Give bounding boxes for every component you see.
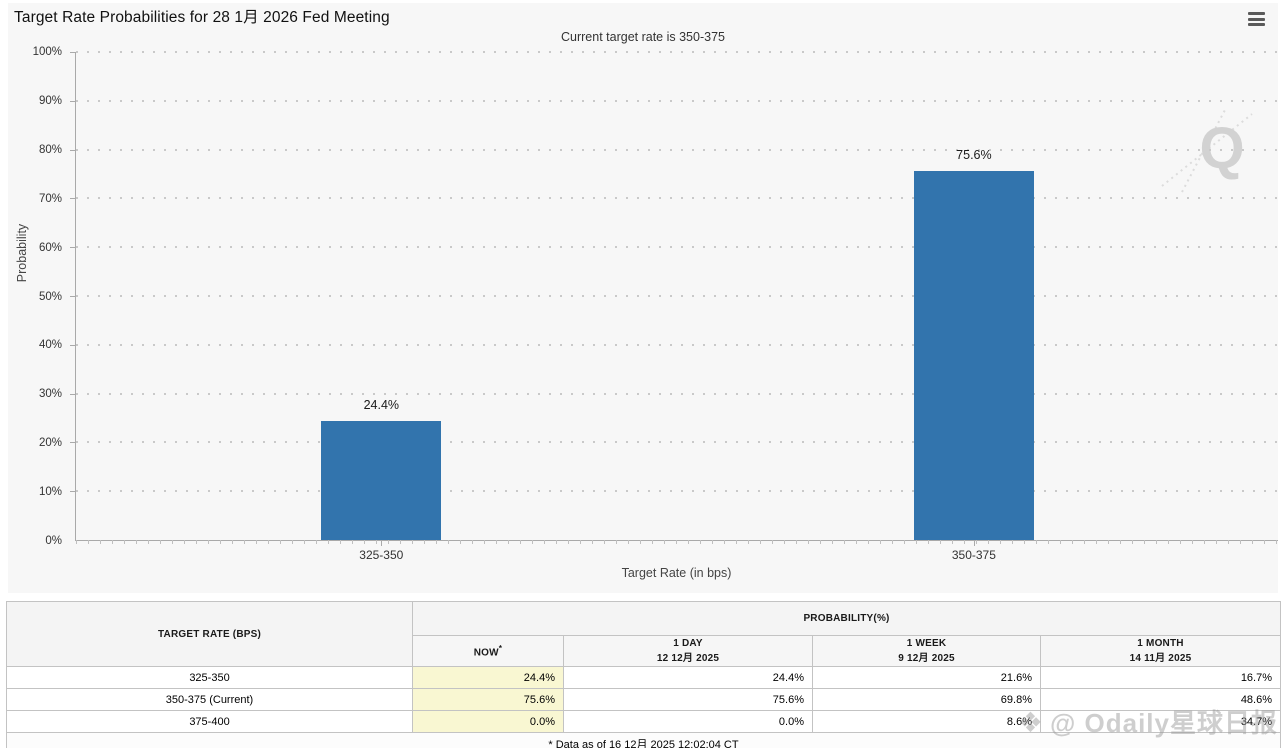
y-tick [70,344,76,346]
gridline [76,295,1278,297]
table-row-375-400: 375-400 0.0% 0.0% 8.6% 34.7% [6,710,1282,733]
col-header-now: NOW* [412,635,564,667]
data-as-of-footnote: * Data as of 16 12月 2025 12:02:04 CT [5,732,1282,748]
x-axis-title: Target Rate (in bps) [621,566,732,580]
y-tick [70,442,76,444]
gridline [76,392,1278,395]
chart-title: Target Rate Probabilities for 28 1月 2026… [14,9,390,26]
x-axis-minor-ticks [76,540,1278,544]
y-tick-label: 90% [38,94,62,107]
chart-subtitle: Current target rate is 350-375 [561,30,725,44]
hamburger-menu-icon[interactable] [1246,9,1268,29]
week-value: 8.6% [812,710,1041,733]
week-value: 21.6% [812,666,1041,689]
y-tick-label: 0% [45,535,62,547]
table-footnote-row: * Data as of 16 12月 2025 12:02:04 CT [5,732,1282,748]
y-tick [70,247,76,249]
y-tick-label: 50% [38,290,62,303]
gridline [76,490,1278,493]
y-axis-labels: 0% 10% 20% 30% 40% 50% 60% 70% 80% 90% 100% [30,46,70,547]
y-tick-label: 80% [38,143,62,156]
col-header-1week: 1 WEEK 9 12月 2025 [812,635,1041,667]
y-tick-label: 30% [38,388,62,401]
y-tick-label: 10% [38,486,62,499]
rate-cell: 350-375 (Current) [6,688,413,711]
day-value: 24.4% [563,666,813,689]
week-value: 69.8% [812,688,1041,711]
bar-350-375 [913,171,1034,540]
rate-cell: 375-400 [6,710,413,733]
gridline [76,197,1278,200]
y-tick-label: 20% [38,437,62,450]
probability-table: TARGET RATE (BPS) PROBABILITY(%) NOW* 1 … [5,601,1282,748]
table-row-325-350: 325-350 24.4% 24.4% 21.6% 16.7% [6,666,1282,689]
day-value: 0.0% [563,710,813,733]
now-value: 0.0% [412,710,564,733]
gridline [76,99,1278,102]
y-tick-label: 60% [38,241,62,254]
month-value: 16.7% [1039,666,1282,689]
gridline [76,148,1278,151]
now-asterisk: * [498,643,503,654]
chart-panel: Target Rate Probabilities for 28 1月 2026… [8,3,1278,593]
y-tick-label: 70% [38,192,62,205]
table-header-row-1: TARGET RATE (BPS) PROBABILITY(%) [6,601,1282,667]
y-axis-title: Probability [15,223,29,283]
now-value: 24.4% [412,666,564,689]
col-header-probability: PROBABILITY(%) [411,601,1282,636]
x-tick [973,540,975,546]
y-tick-label: 40% [38,339,62,352]
gridline [76,343,1278,346]
gridline [76,51,1278,53]
y-tick [70,100,76,102]
x-tick [381,540,383,546]
bar-value-label: 24.4% [363,397,400,412]
rate-cell: 325-350 [6,666,413,689]
now-value: 75.6% [412,688,564,711]
x-tick-label: 325-350 [359,548,404,562]
y-tick [70,198,76,200]
plot-area: Q 24.4% 325-350 75.6% 350-375 [70,51,1278,562]
month-value: 34.7% [1039,710,1282,733]
col-header-target-rate: TARGET RATE (BPS) [6,601,413,667]
gridline [76,246,1278,249]
gridline [76,441,1278,444]
bar-325-350 [321,420,442,540]
y-tick [70,393,76,395]
table-header-row-2: NOW* 1 DAY 12 12月 2025 1 WEEK 9 12月 2025 1… [7,635,1282,667]
table-row-350-375-current: 350-375 (Current) 75.6% 75.6% 69.8% 48.6… [6,688,1282,711]
y-tick-label: 100% [32,46,62,58]
month-value: 48.6% [1039,688,1282,711]
x-tick-label: 350-375 [951,548,996,562]
col-header-1day: 1 DAY 12 12月 2025 [563,635,813,667]
y-tick [70,52,76,53]
y-tick [70,296,76,297]
bar-value-label: 75.6% [956,148,992,163]
col-header-1month: 1 MONTH 14 11月 2025 [1039,635,1282,667]
y-tick [70,491,76,493]
day-value: 75.6% [563,688,813,711]
y-tick [70,149,76,151]
